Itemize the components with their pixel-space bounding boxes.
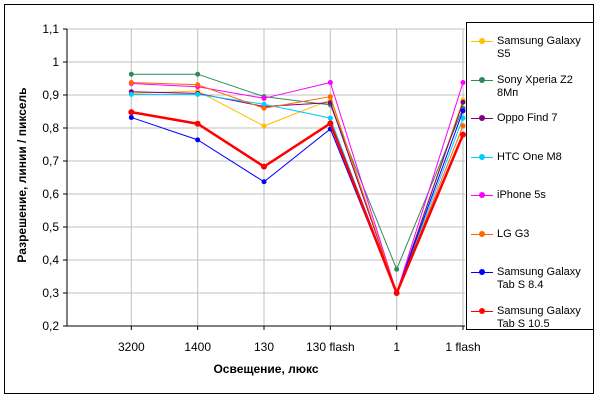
y-tick-label: 1 [52,55,59,69]
data-point [195,71,201,77]
data-point [128,114,134,120]
x-axis-title: Освещение, люкс [213,362,319,376]
data-point [261,163,267,170]
data-point [460,131,466,138]
data-point [393,290,400,296]
legend-marker-icon [479,230,485,237]
y-tick-label: 1,1 [42,22,59,36]
legend-marker-icon [479,192,485,198]
legend-marker-icon [479,115,485,121]
y-tick-label: 0,2 [42,319,59,333]
legend-label: Oppo Find 7 [497,112,558,124]
data-point [460,108,466,114]
data-point [327,79,333,85]
x-tick-label: 1 [393,340,400,354]
data-point [261,179,267,185]
series-line [131,110,465,297]
legend-label: Samsung Galaxy S5 [497,35,581,60]
legend-label: HTC One M8 [497,150,562,163]
legend-label: Samsung Galaxy Tab S 10.5 [497,304,581,330]
y-tick-label: 0,9 [42,88,59,102]
legend: Samsung Galaxy S5 Sony Xperia Z2 8Мп Oppo … [466,22,594,330]
data-point [394,266,400,272]
data-point [128,79,134,85]
legend-label: Sony Xperia Z2 8Мп [497,73,573,99]
data-point [460,115,466,121]
data-point [195,82,201,88]
y-tick-label: 0,8 [42,121,59,135]
x-tick-label: 1400 [184,340,211,354]
series-line [131,81,464,295]
data-point [128,91,134,97]
x-tick-label: 1 flash [445,340,480,354]
data-point [194,120,201,127]
data-point [460,123,466,129]
data-point [327,115,333,121]
legend-marker-icon [479,307,485,314]
y-tick-label: 0,5 [42,220,59,234]
legend-marker-icon [479,76,485,83]
data-point [261,105,267,111]
y-tick-label: 0,6 [42,187,59,201]
x-tick-label: 130 [254,340,274,354]
legend-label: LG G3 [497,227,530,240]
data-point [128,109,135,116]
data-point [261,101,267,107]
data-point [261,95,267,101]
legend-label: iPhone 5s [497,189,546,201]
legend-label: Samsung Galaxy Tab S 8.4 [497,266,581,291]
y-tick-label: 0,7 [42,154,59,168]
legend-marker-icon [479,153,485,160]
data-point [460,99,466,105]
data-point [128,71,134,77]
series-line [131,81,464,295]
data-point [195,137,201,143]
y-tick-label: 0,4 [42,253,59,267]
data-point [261,123,267,129]
data-point [327,120,334,127]
legend-marker-icon [479,38,485,44]
x-tick-label: 130 flash [306,340,355,354]
data-point [195,91,201,97]
legend-marker-icon [479,269,485,275]
series-line [131,73,464,271]
y-tick-label: 0,3 [42,286,59,300]
data-point [327,94,333,100]
data-point [460,79,466,85]
y-axis-title: Разрешение, линии / пиксель [15,87,29,263]
x-tick-label: 3200 [118,340,145,354]
series-line [131,110,464,295]
